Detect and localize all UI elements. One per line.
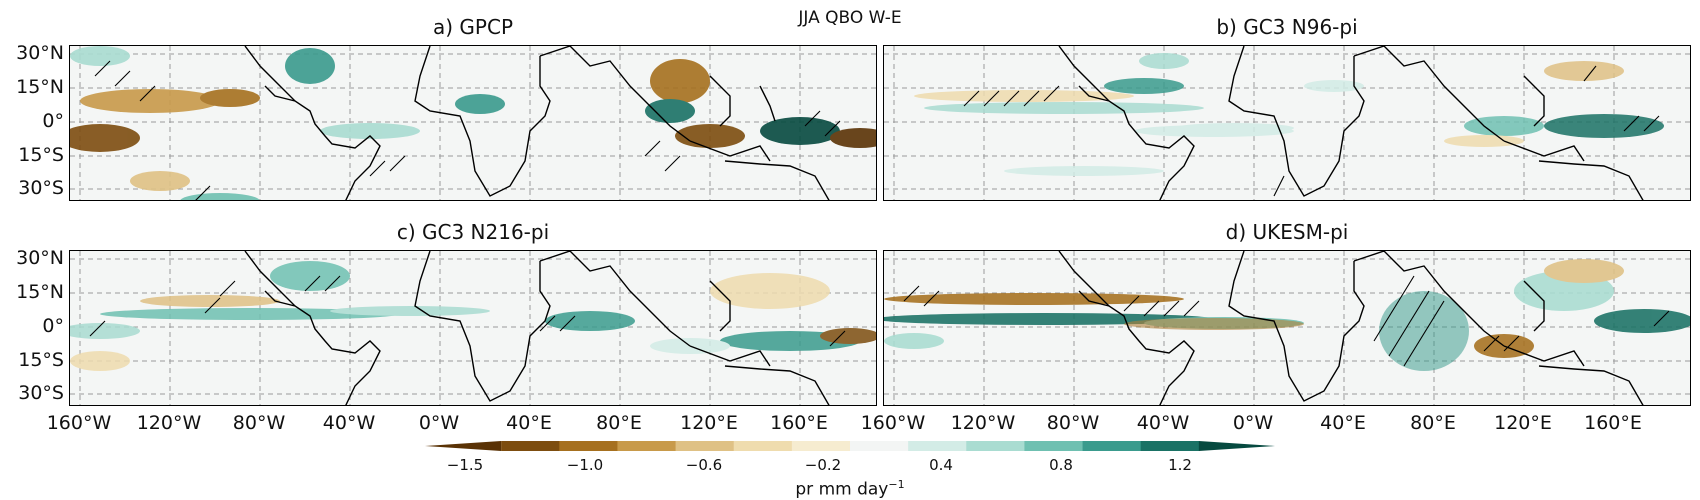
lat-label-15n-bottom: 15°N — [16, 281, 64, 303]
map-frame-a — [69, 45, 877, 201]
lat-label-30s-top: 30°S — [18, 177, 64, 199]
colorbar-segment — [966, 441, 1025, 451]
lon-label-80w-d: 80°W — [1046, 412, 1100, 434]
map-frame-c — [69, 250, 877, 406]
lat-label-0-bottom: 0° — [42, 315, 64, 337]
colorbar-tick-7: 1.2 — [1168, 456, 1192, 474]
lat-label-15s-bottom: 15°S — [18, 349, 64, 371]
lon-label-80e-d: 80°E — [1410, 412, 1456, 434]
lon-label-160e-c: 160°E — [770, 412, 828, 434]
colorbar-tick-6: 0.8 — [1049, 456, 1073, 474]
panel-c: c) GC3 N216-pi — [69, 220, 877, 406]
map-frame-d — [883, 250, 1691, 406]
lon-label-160w-c: 160°W — [46, 412, 112, 434]
colorbar-segment — [501, 441, 560, 451]
panel-a: a) GPCP — [69, 15, 877, 201]
lat-label-15s-top: 15°S — [18, 144, 64, 166]
precip-anomaly-map-a — [70, 46, 876, 200]
panel-a-title: a) GPCP — [433, 15, 513, 39]
panel-d: d) UKESM-pi — [883, 220, 1691, 406]
colorbar-label-text: pr mm day — [795, 479, 889, 500]
colorbar — [425, 441, 1275, 451]
lat-label-30n-top: 30°N — [16, 42, 64, 64]
lon-label-40e-c: 40°E — [506, 412, 552, 434]
colorbar-tick-2: −1.0 — [566, 456, 604, 474]
figure-suptitle: JJA QBO W-E — [798, 8, 902, 28]
lat-label-15n-top: 15°N — [16, 76, 64, 98]
colorbar-segment — [791, 441, 851, 451]
colorbar-label: pr mm day−1 — [700, 478, 1000, 500]
map-frame-b — [883, 45, 1691, 201]
panel-b-title: b) GC3 N96-pi — [1216, 15, 1358, 39]
colorbar-segment — [1082, 441, 1142, 451]
lon-label-120w-c: 120°W — [136, 412, 202, 434]
lon-label-160e-d: 160°E — [1584, 412, 1642, 434]
colorbar-segment — [675, 441, 735, 451]
colorbar-label-exponent: −1 — [888, 478, 905, 491]
colorbar-segment — [1140, 441, 1200, 451]
lon-label-40w-d: 40°W — [1136, 412, 1190, 434]
panel-b: b) GC3 N96-pi — [883, 15, 1691, 201]
colorbar-tick-1: −1.5 — [446, 456, 484, 474]
colorbar-segment — [559, 441, 618, 451]
precip-anomaly-map-d — [884, 251, 1690, 405]
colorbar-segment — [850, 441, 909, 451]
lon-label-120e-c: 120°E — [680, 412, 738, 434]
lon-label-120e-d: 120°E — [1494, 412, 1552, 434]
colorbar-segment — [425, 441, 502, 451]
lon-label-80e-c: 80°E — [596, 412, 642, 434]
precip-anomaly-map-b — [884, 46, 1690, 200]
lon-label-0w-d: 0°W — [1232, 412, 1274, 434]
colorbar-segment — [1198, 441, 1275, 451]
precip-anomaly-map-c — [70, 251, 876, 405]
lon-label-0w-c: 0°W — [418, 412, 460, 434]
colorbar-segment — [733, 441, 793, 451]
lat-label-30n-bottom: 30°N — [16, 247, 64, 269]
lat-label-30s-bottom: 30°S — [18, 382, 64, 404]
lon-label-40e-d: 40°E — [1320, 412, 1366, 434]
colorbar-segment — [908, 441, 967, 451]
colorbar-tick-3: −0.6 — [685, 456, 723, 474]
lon-label-120w-d: 120°W — [950, 412, 1016, 434]
panel-d-title: d) UKESM-pi — [1225, 220, 1349, 244]
lon-label-160w-d: 160°W — [860, 412, 926, 434]
lon-label-40w-c: 40°W — [322, 412, 376, 434]
colorbar-segment — [1024, 441, 1084, 451]
colorbar-segment — [617, 441, 677, 451]
lat-label-0-top: 0° — [42, 110, 64, 132]
colorbar-tick-5: 0.4 — [929, 456, 953, 474]
colorbar-tick-4: −0.2 — [804, 456, 842, 474]
panel-c-title: c) GC3 N216-pi — [396, 220, 550, 244]
lon-label-80w-c: 80°W — [232, 412, 286, 434]
